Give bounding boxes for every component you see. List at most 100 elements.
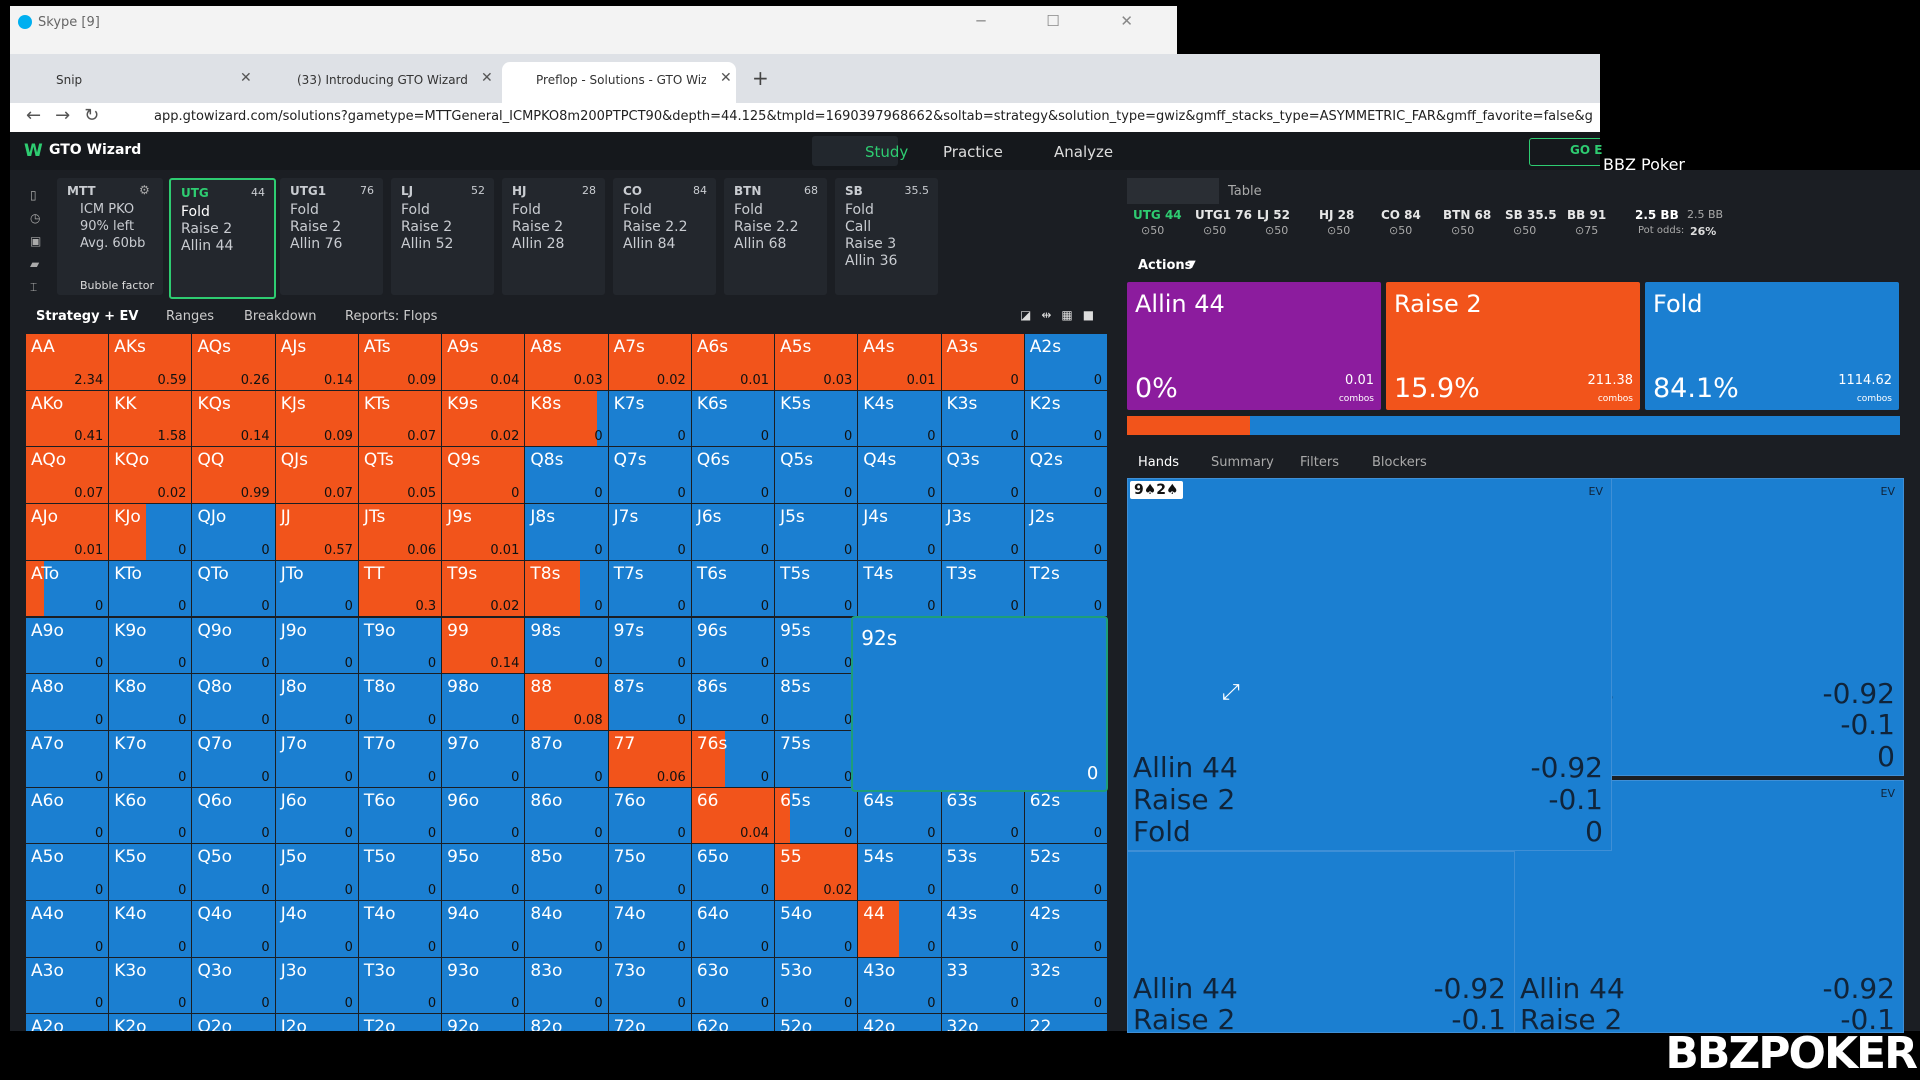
hand-cell[interactable]: 98o 0: [442, 674, 525, 730]
hands-tab[interactable]: Summary: [1211, 455, 1274, 470]
hand-cell[interactable]: QQ 0.99: [192, 447, 275, 504]
toolbar-item[interactable]: Strategy + EV: [36, 309, 139, 324]
hand-cell[interactable]: KK 1.58: [109, 390, 192, 447]
main-toolbar-icons[interactable]: ◪⇹▦■: [1020, 308, 1105, 322]
hand-cell[interactable]: K7o 0: [109, 730, 192, 787]
hand-cell[interactable]: 66 0.04: [691, 787, 775, 844]
hand-cell[interactable]: KJo 0: [109, 504, 192, 560]
hand-cell[interactable]: 73o 0: [608, 957, 691, 1014]
hand-cell[interactable]: 99 0.14: [442, 617, 525, 674]
hand-cell[interactable]: 54o 0: [775, 901, 858, 957]
hand-cell[interactable]: JTs 0.06: [358, 504, 442, 560]
hand-cell[interactable]: 95o 0: [442, 844, 525, 900]
hand-cell[interactable]: J4s 0: [858, 504, 941, 560]
position-card[interactable]: HJ 28 Fold Raise 2 Allin 28: [502, 178, 605, 295]
hand-cell[interactable]: 86o 0: [525, 787, 608, 844]
hand-cell[interactable]: Q9s 0: [442, 447, 525, 504]
hand-cell[interactable]: K8s 0: [525, 390, 608, 447]
hand-cell[interactable]: 87s 0: [608, 674, 691, 730]
hand-cell[interactable]: 53s 0: [941, 844, 1024, 900]
hand-cell[interactable]: 64o 0: [691, 901, 775, 957]
bubble-factor[interactable]: Bubble factor: [80, 279, 155, 292]
hand-cell[interactable]: KTs 0.07: [358, 390, 442, 447]
hand-cell[interactable]: 32s 0: [1024, 957, 1107, 1014]
hand-cell[interactable]: KQo 0.02: [109, 447, 192, 504]
nav-item[interactable]: Analyze: [1054, 143, 1114, 161]
hand-cell[interactable]: 22: [1024, 1014, 1107, 1031]
hand-cell[interactable]: Q8s 0: [525, 447, 608, 504]
go-label[interactable]: GO E: [1570, 143, 1603, 157]
hand-cell[interactable]: 55 0.02: [775, 844, 858, 900]
hand-cell[interactable]: ATo 0: [26, 560, 109, 617]
position-card[interactable]: CO 84 Fold Raise 2.2 Allin 84: [613, 178, 716, 295]
hand-cell[interactable]: K3s 0: [941, 390, 1024, 447]
hand-cell[interactable]: K4o 0: [109, 901, 192, 957]
hand-cell[interactable]: A4s 0.01: [858, 334, 941, 390]
hand-cell[interactable]: A9s 0.04: [442, 334, 525, 390]
gear[interactable]: ⚙: [139, 183, 150, 197]
hands-tab[interactable]: Hands: [1138, 455, 1180, 470]
hand-cell[interactable]: K6o 0: [109, 787, 192, 844]
tab-close[interactable]: ✕: [240, 70, 252, 86]
hand-cell[interactable]: A6o 0: [26, 787, 109, 844]
hand-cell[interactable]: Q6s 0: [691, 447, 775, 504]
overview-tab[interactable]: Table: [1228, 184, 1262, 199]
hand-cell[interactable]: K6s 0: [691, 390, 775, 447]
hand-cell[interactable]: Q4s 0: [858, 447, 941, 504]
hand-cell[interactable]: Q2o: [192, 1014, 275, 1031]
hand-cell[interactable]: T6o 0: [358, 787, 442, 844]
hand-cell[interactable]: J7o 0: [275, 730, 358, 787]
browser-tab[interactable]: Snip: [56, 73, 83, 87]
hand-cell[interactable]: T4o 0: [358, 901, 442, 957]
hand-cell[interactable]: J2s 0: [1024, 504, 1107, 560]
hand-cell[interactable]: 32o: [941, 1014, 1024, 1031]
position-card[interactable]: SB 35.5 Fold Call Raise 3 Allin 36: [835, 178, 938, 295]
nav-buttons[interactable]: ←→↻: [26, 105, 114, 126]
hand-cell[interactable]: 76s 0: [691, 730, 775, 787]
hand-cell[interactable]: Q2s 0: [1024, 447, 1107, 504]
hand-cell[interactable]: 65s 0: [775, 787, 858, 844]
hand-cell[interactable]: 62o: [691, 1014, 775, 1031]
hand-cell[interactable]: 52o: [775, 1014, 858, 1031]
hand-cell[interactable]: K2o: [109, 1014, 192, 1031]
hand-cell[interactable]: K8o 0: [109, 674, 192, 730]
hand-cell[interactable]: Q3o 0: [192, 957, 275, 1014]
hand-cell[interactable]: A5s 0.03: [775, 334, 858, 390]
hand-cell[interactable]: 63s 0: [941, 787, 1024, 844]
hand-cell[interactable]: 82o: [525, 1014, 608, 1031]
toolbar-item[interactable]: Ranges: [166, 309, 214, 324]
hand-cell[interactable]: 96o 0: [442, 787, 525, 844]
hand-cell[interactable]: JJ 0.57: [275, 504, 358, 560]
position-card[interactable]: UTG 44 Fold Raise 2 Allin 44: [169, 178, 276, 299]
hand-cell[interactable]: K5s 0: [775, 390, 858, 447]
hand-cell[interactable]: KTo 0: [109, 560, 192, 617]
hand-cell[interactable]: 86s 0: [691, 674, 775, 730]
hand-cell[interactable]: 92o: [442, 1014, 525, 1031]
browser-tab[interactable]: Preflop - Solutions - GTO Wizard: [536, 73, 706, 87]
hand-cell[interactable]: T2s 0: [1024, 560, 1107, 617]
hand-cell[interactable]: Q5s 0: [775, 447, 858, 504]
hand-card[interactable]: Allin 44 -0.92 Raise 2 -0.1: [1127, 851, 1515, 1033]
hand-cell[interactable]: J6o 0: [275, 787, 358, 844]
hand-cell[interactable]: T4s 0: [858, 560, 941, 617]
hand-card[interactable]: 9♠2♠ EV Allin 44 -0.92 Raise 2 -0.1 Fold 0: [1127, 478, 1612, 851]
hand-cell[interactable]: T5s 0: [775, 560, 858, 617]
hand-cell[interactable]: J2o: [275, 1014, 358, 1031]
toolbar-item[interactable]: Reports: Flops: [345, 309, 438, 324]
hand-cell[interactable]: K4s 0: [858, 390, 941, 447]
toolbar-item[interactable]: Breakdown: [244, 309, 317, 324]
hand-cell[interactable]: 52s 0: [1024, 844, 1107, 900]
hand-cell[interactable]: 97o 0: [442, 730, 525, 787]
hand-cell[interactable]: AA 2.34: [26, 334, 109, 390]
hand-cell[interactable]: Q7o 0: [192, 730, 275, 787]
hand-cell[interactable]: AQs 0.26: [192, 334, 275, 390]
dropdown-caret[interactable]: ▼: [1188, 259, 1196, 270]
hand-cell[interactable]: A3s 0: [941, 334, 1024, 390]
hand-cell[interactable]: J3s 0: [941, 504, 1024, 560]
hand-cell[interactable]: K9s 0.02: [442, 390, 525, 447]
hand-cell[interactable]: A5o 0: [26, 844, 109, 900]
hand-cell[interactable]: QJo 0: [192, 504, 275, 560]
hand-cell[interactable]: A8o 0: [26, 674, 109, 730]
hand-cell[interactable]: J9o 0: [275, 617, 358, 674]
hand-cell[interactable]: T9s 0.02: [442, 560, 525, 617]
